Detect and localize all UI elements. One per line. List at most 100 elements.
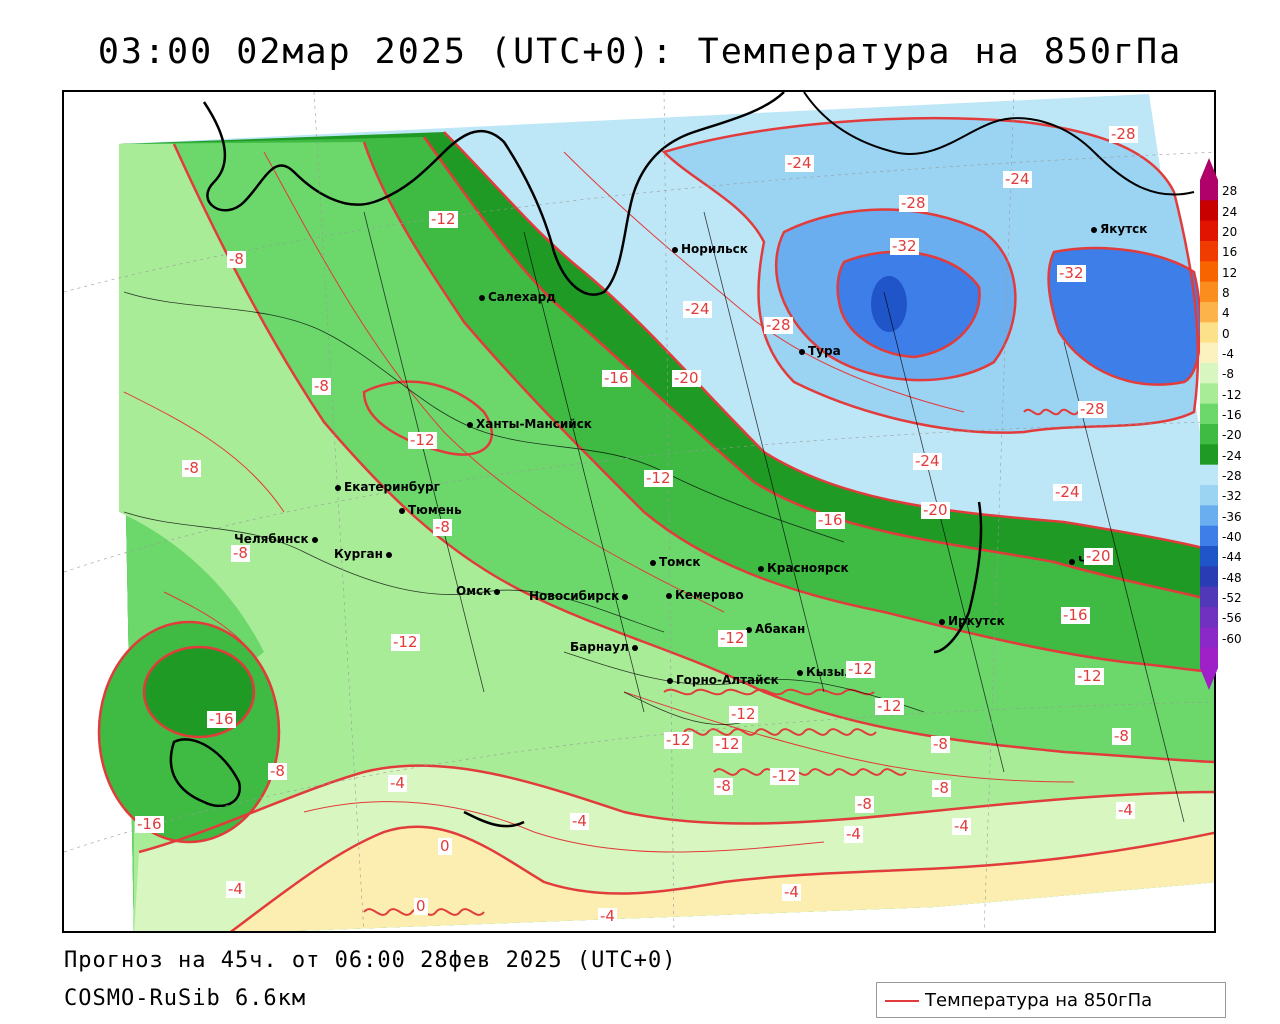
temp-band-minus-32-east <box>1048 248 1201 385</box>
colorbar-swatch <box>1200 525 1218 547</box>
contour-label: -28 <box>899 194 928 212</box>
city-dot-icon <box>399 507 405 514</box>
city-kurgan[interactable]: Курган <box>334 547 395 561</box>
city-dot-icon <box>939 618 945 625</box>
city-dot-icon <box>467 421 473 428</box>
colorbar-tick-label: -4 <box>1222 347 1234 361</box>
colorbar-swatch <box>1200 281 1218 303</box>
colorbar-tick-label: -48 <box>1222 570 1242 585</box>
contour-label: -8 <box>182 459 201 477</box>
contour-label: -12 <box>729 705 758 723</box>
map-area[interactable]: Норильск Якутск Салехард Тура Ханты-Манс… <box>62 90 1216 933</box>
colorbar-tick-label: -40 <box>1222 530 1242 544</box>
coastlines <box>169 92 1195 828</box>
contour-label: -8 <box>932 779 951 797</box>
colorbar <box>1200 158 1218 690</box>
city-tura[interactable]: Тура <box>799 344 841 358</box>
contour-label: -4 <box>598 907 617 925</box>
map-title: 03:00 02мар 2025 (UTC+0): Температура на… <box>97 32 1183 72</box>
contour-label: -12 <box>429 210 458 228</box>
contour-label: -16 <box>1061 606 1090 624</box>
contour-label: -16 <box>602 369 631 387</box>
contour-label: -24 <box>1053 483 1082 501</box>
colorbar-swatch <box>1200 180 1218 201</box>
colorbar-tick-label: -44 <box>1222 550 1242 565</box>
contour-label: -32 <box>1057 264 1086 282</box>
temp-band-minus-40 <box>871 276 907 332</box>
contour-label: -8 <box>433 518 452 536</box>
contour-label: -12 <box>846 660 875 678</box>
city-yekaterinburg[interactable]: Екатеринбург <box>335 480 440 494</box>
colorbar-tick-label: -32 <box>1222 489 1242 504</box>
city-dot-icon <box>494 588 501 595</box>
city-salekhard[interactable]: Салехард <box>479 290 556 304</box>
city-novosibirsk[interactable]: Новосибирск <box>529 589 631 603</box>
contour-label: -16 <box>135 815 164 833</box>
colorbar-swatch <box>1200 485 1218 506</box>
colorbar-tick-label: 8 <box>1222 286 1230 300</box>
colorbar-tick-label: -60 <box>1222 631 1242 646</box>
legend: Температура на 850гПа <box>876 982 1226 1018</box>
city-gorno-altaysk[interactable]: Горно-Алтайск <box>667 673 779 687</box>
colorbar-tick-label: -52 <box>1222 591 1242 605</box>
city-dot-icon <box>797 669 803 676</box>
city-yakutsk[interactable]: Якутск <box>1091 222 1147 236</box>
colorbar-tick-label: 0 <box>1222 326 1230 341</box>
contour-label: 0 <box>414 897 428 915</box>
contour-label: -4 <box>952 817 971 835</box>
city-dot-icon <box>746 626 752 633</box>
colorbar-tick-label: -24 <box>1222 448 1242 463</box>
colorbar-swatch <box>1200 647 1218 669</box>
contour-label: -8 <box>1112 727 1131 745</box>
colorbar-swatch <box>1200 403 1218 425</box>
city-norilsk[interactable]: Норильск <box>672 242 748 256</box>
city-dot-icon <box>311 536 318 543</box>
city-khanty-mansiysk[interactable]: Ханты-Мансийск <box>467 417 592 431</box>
temp-band-minus-8 <box>119 144 1214 931</box>
contour-label: -4 <box>226 880 245 898</box>
city-abakan[interactable]: Абакан <box>746 622 805 636</box>
colorbar-swatch <box>1200 586 1218 608</box>
city-tomsk[interactable]: Томск <box>650 555 701 569</box>
city-dot-icon <box>335 484 341 491</box>
contour-label: -12 <box>664 731 693 749</box>
colorbar-tick-label: 28 <box>1222 184 1238 199</box>
temp-band-minus-36 <box>837 251 980 357</box>
city-kemerovo[interactable]: Кемерово <box>666 588 744 602</box>
contour-label: -12 <box>408 431 437 449</box>
colorbar-swatch <box>1200 464 1218 486</box>
contour-label: -24 <box>683 300 712 318</box>
city-dot-icon <box>667 677 673 684</box>
city-barnaul[interactable]: Барнаул <box>570 640 641 654</box>
colorbar-swatch <box>1200 302 1218 323</box>
contour-lines <box>97 117 1214 931</box>
contour-label: -8 <box>312 377 331 395</box>
city-dot-icon <box>650 559 656 566</box>
city-irkutsk[interactable]: Иркутск <box>939 614 1005 628</box>
contour-label: -4 <box>388 774 407 792</box>
city-dot-icon <box>758 565 764 572</box>
city-kyzyl[interactable]: Кызыл <box>797 665 853 679</box>
contour-label: 0 <box>438 837 452 855</box>
contour-label: -24 <box>785 154 814 172</box>
city-dot-icon <box>631 644 638 651</box>
colorbar-tick-label: 12 <box>1222 265 1238 280</box>
contour-label: -12 <box>718 629 747 647</box>
colorbar-bottom-arrow <box>1200 668 1218 690</box>
city-dot-icon <box>799 348 805 355</box>
city-krasnoyarsk[interactable]: Красноярск <box>758 561 849 575</box>
city-dot-icon <box>1069 558 1075 565</box>
contour-label: -12 <box>713 735 742 753</box>
city-chelyabinsk[interactable]: Челябинск <box>234 532 321 546</box>
city-dot-icon <box>672 246 678 253</box>
colorbar-tick-label: -56 <box>1222 611 1242 626</box>
city-omsk[interactable]: Омск <box>456 584 503 598</box>
map-canvas <box>64 92 1214 931</box>
contour-label: -20 <box>921 501 950 519</box>
city-dot-icon <box>666 592 672 599</box>
contour-label: -28 <box>1078 400 1107 418</box>
contour-label: -12 <box>391 633 420 651</box>
city-tyumen[interactable]: Тюмень <box>399 503 462 517</box>
colorbar-swatch <box>1200 322 1218 344</box>
contour-label: -4 <box>782 883 801 901</box>
